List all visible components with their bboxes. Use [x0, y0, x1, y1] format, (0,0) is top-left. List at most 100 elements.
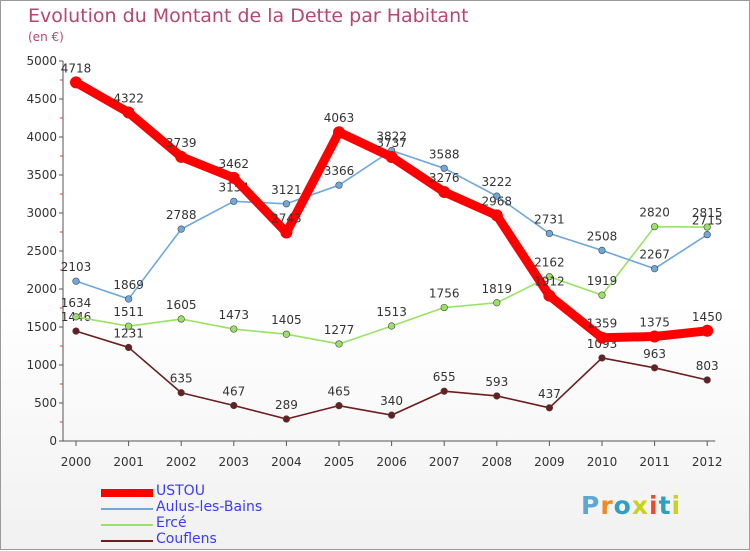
data-label: 1634: [61, 296, 92, 310]
data-label: 2788: [166, 208, 197, 222]
data-point: [388, 322, 396, 330]
x-tick-label: 2004: [271, 455, 302, 469]
data-label: 467: [222, 385, 245, 399]
data-label: 3737: [376, 136, 407, 150]
y-tick-label: 3000: [26, 206, 57, 220]
data-label: 3276: [429, 171, 460, 185]
legend-swatch-ustou: [101, 489, 153, 497]
legend-swatch-couflens: [101, 540, 153, 542]
y-tick-label: 0: [49, 434, 57, 448]
data-point: [545, 273, 554, 281]
logo-letter: x: [631, 491, 649, 520]
data-label: 3588: [429, 147, 460, 161]
logo-letter: P: [581, 491, 601, 520]
data-point: [440, 387, 448, 395]
data-label: 803: [696, 359, 719, 373]
data-point: [440, 164, 448, 172]
data-point: [648, 330, 661, 343]
y-tick-label: 2000: [26, 282, 57, 296]
data-point: [598, 291, 606, 299]
x-tick-label: 2008: [482, 455, 513, 469]
data-point: [72, 313, 80, 321]
y-tick-label: 3500: [26, 168, 57, 182]
data-label: 2968: [482, 194, 513, 208]
data-label: 289: [275, 398, 298, 412]
data-point: [493, 392, 501, 400]
y-tick-label: 4500: [26, 92, 57, 106]
data-point: [282, 200, 291, 208]
data-point: [701, 324, 714, 337]
data-label: 1912: [534, 275, 565, 289]
y-tick-label: 500: [34, 396, 57, 410]
data-label: 2103: [61, 260, 92, 274]
data-point: [335, 402, 343, 410]
y-tick-label: 1500: [26, 320, 57, 334]
data-point: [70, 76, 82, 89]
legend-label-erce: Ercé: [156, 515, 187, 531]
x-tick-label: 2005: [324, 455, 355, 469]
data-point: [230, 401, 238, 410]
data-label: 2508: [587, 229, 618, 243]
logo-letter: o: [613, 491, 632, 520]
data-point: [333, 126, 345, 139]
data-point: [72, 327, 80, 335]
x-tick-label: 2000: [61, 455, 92, 469]
data-point: [490, 209, 503, 222]
y-tick-label: 2500: [26, 244, 57, 258]
x-tick-label: 2011: [639, 455, 670, 469]
unit-label: (en €): [28, 30, 64, 44]
y-tick-label: 1000: [26, 358, 57, 372]
legend-label-couflens: Couflens: [156, 531, 217, 547]
data-label: 593: [485, 375, 508, 389]
data-point: [545, 404, 554, 412]
legend-label-ustou: USTOU: [156, 483, 205, 499]
data-label: 3822: [376, 130, 407, 144]
data-label: 1375: [639, 316, 670, 330]
x-tick-label: 2002: [166, 455, 197, 469]
data-point: [598, 246, 606, 254]
x-tick-label: 2007: [429, 455, 460, 469]
data-point: [598, 354, 606, 362]
y-tick-label: 4000: [26, 130, 57, 144]
data-label: 1450: [692, 310, 723, 324]
data-label: 2162: [534, 256, 565, 270]
data-label: 2815: [692, 206, 723, 220]
data-point: [72, 277, 80, 285]
data-point: [493, 192, 501, 200]
data-point: [596, 331, 608, 344]
data-label: 4718: [61, 61, 92, 75]
data-label: 1277: [324, 323, 355, 337]
data-point: [335, 340, 343, 348]
data-label: 1511: [113, 305, 144, 319]
data-label: 3366: [324, 164, 355, 178]
data-label: 655: [433, 370, 456, 384]
logo-letter: t: [658, 491, 672, 520]
data-point: [543, 289, 556, 302]
data-point: [280, 226, 293, 239]
data-label: 4063: [324, 111, 355, 125]
data-point: [124, 322, 133, 330]
data-point: [177, 315, 185, 323]
data-label: 963: [643, 347, 666, 361]
data-point: [122, 106, 135, 119]
data-label: 1231: [113, 326, 144, 340]
data-label: 1819: [482, 282, 513, 296]
data-point: [124, 343, 133, 352]
chart-title: Evolution du Montant de la Dette par Hab…: [28, 5, 469, 27]
data-label: 2715: [692, 214, 723, 228]
data-point: [335, 181, 343, 189]
data-label: 1359: [587, 317, 618, 331]
data-point: [175, 150, 188, 163]
data-point: [650, 223, 659, 231]
data-label: 1919: [587, 274, 618, 288]
data-point: [227, 171, 240, 184]
data-label: 1605: [166, 298, 197, 312]
data-point: [124, 295, 133, 303]
data-label: 437: [538, 387, 561, 401]
x-tick-label: 2006: [376, 455, 407, 469]
data-point: [230, 325, 238, 333]
data-point: [650, 364, 659, 372]
x-tick-label: 2010: [587, 455, 618, 469]
legend-label-aulus: Aulus-les-Bains: [156, 499, 263, 515]
